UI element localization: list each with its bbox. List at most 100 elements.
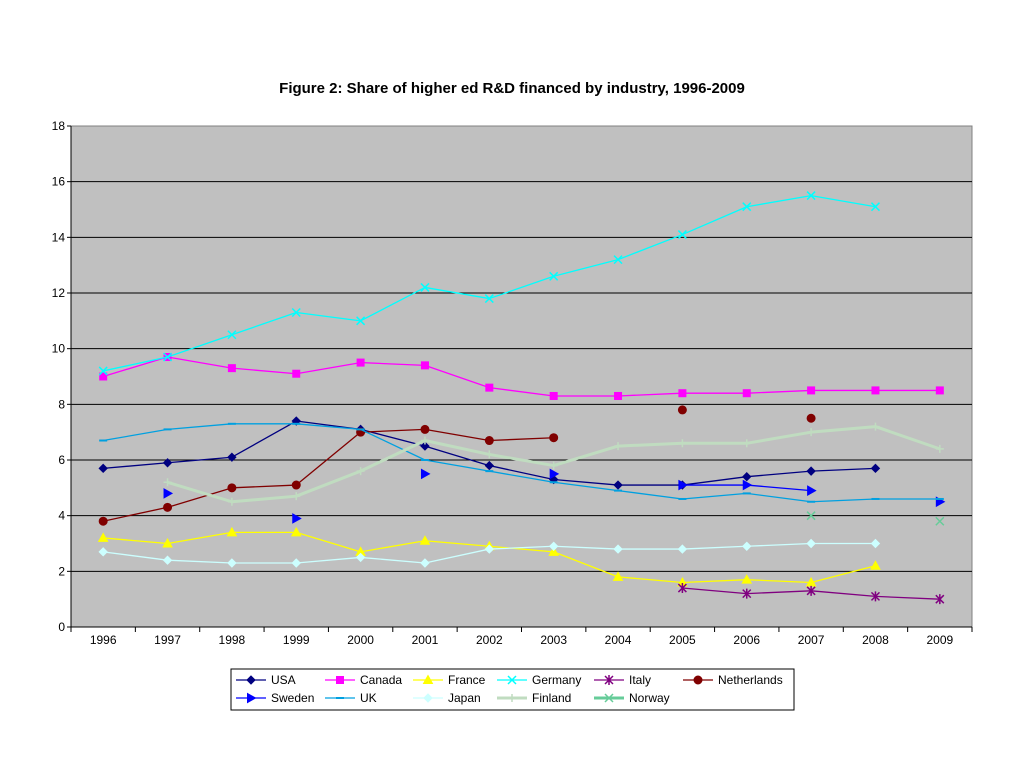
series-line-segment bbox=[103, 462, 168, 469]
series-line-segment bbox=[617, 576, 683, 584]
data-point bbox=[807, 485, 817, 496]
series-line-segment bbox=[489, 464, 554, 481]
data-point bbox=[420, 558, 430, 568]
series-line-segment bbox=[103, 428, 168, 442]
data-point bbox=[227, 497, 236, 506]
data-point bbox=[292, 492, 301, 501]
data-point bbox=[613, 480, 623, 490]
data-point bbox=[484, 436, 494, 446]
legend-item-netherlands: Netherlands bbox=[683, 673, 783, 687]
series-line-segment bbox=[231, 311, 297, 336]
legend-box bbox=[230, 668, 795, 711]
series-line-segment bbox=[746, 579, 812, 584]
series-sweden bbox=[163, 468, 946, 524]
data-point bbox=[742, 439, 751, 448]
series-line-segment bbox=[296, 311, 361, 322]
series-line-segment bbox=[553, 478, 619, 486]
series-line-segment bbox=[746, 542, 812, 547]
x-tick-label: 2003 bbox=[540, 633, 567, 647]
x-axis: 1996 1997 1998 1999 2000 2001 2002 2003 2004 2005… bbox=[70, 626, 973, 647]
legend-swatch-marker bbox=[508, 694, 516, 702]
data-point bbox=[420, 424, 430, 434]
x-tick-label: 2004 bbox=[605, 633, 632, 647]
series-line-segment bbox=[167, 531, 233, 545]
y-tick-label: 4 bbox=[58, 509, 65, 523]
data-point bbox=[935, 444, 944, 453]
data-point bbox=[678, 439, 687, 448]
series-line-segment bbox=[295, 431, 362, 486]
legend-item-finland: Finland bbox=[497, 691, 571, 705]
series-france bbox=[97, 526, 881, 587]
series-line-segment bbox=[553, 258, 619, 277]
data-point bbox=[935, 386, 944, 395]
series-line-segment bbox=[360, 556, 426, 564]
data-point bbox=[549, 461, 558, 470]
series-line-segment bbox=[746, 590, 812, 595]
data-point bbox=[355, 552, 366, 563]
data-point bbox=[870, 591, 880, 602]
series-line-segment bbox=[424, 439, 490, 456]
data-point bbox=[678, 479, 688, 491]
data-point bbox=[420, 282, 430, 292]
x-tick-label: 2002 bbox=[476, 633, 503, 647]
data-point bbox=[292, 513, 302, 524]
series-line-segment bbox=[103, 537, 168, 545]
y-axis: 0 2 4 6 8 10 12 14 16 18 bbox=[52, 119, 72, 634]
legend-swatch-marker bbox=[422, 674, 434, 684]
series-line-segment bbox=[296, 556, 361, 564]
series-line-segment bbox=[553, 481, 619, 492]
x-tick-label: 2008 bbox=[862, 633, 889, 647]
y-tick-label: 6 bbox=[58, 453, 65, 467]
legend: USA Canada France Germany Italy Netherlands Sw… bbox=[230, 668, 795, 711]
data-point bbox=[807, 386, 816, 395]
legend-item-usa: USA bbox=[236, 673, 296, 687]
series-line-segment bbox=[296, 531, 361, 553]
data-point bbox=[807, 428, 816, 437]
data-point bbox=[935, 594, 945, 605]
data-point bbox=[163, 502, 173, 512]
data-point bbox=[678, 389, 687, 398]
data-point bbox=[227, 330, 237, 340]
legend-label: Germany bbox=[532, 673, 581, 687]
data-point bbox=[806, 538, 816, 549]
data-point bbox=[742, 202, 752, 212]
y-tick-label: 12 bbox=[52, 286, 66, 300]
legend-label: Finland bbox=[532, 691, 571, 705]
series-line-segment bbox=[874, 425, 941, 451]
data-point bbox=[677, 544, 688, 554]
data-point bbox=[806, 466, 816, 476]
data-point bbox=[614, 391, 623, 400]
data-point bbox=[871, 422, 880, 431]
series-japan bbox=[98, 538, 881, 568]
series-line-segment bbox=[231, 420, 297, 458]
series-line-segment bbox=[424, 548, 490, 564]
data-point bbox=[484, 460, 495, 471]
data-point bbox=[677, 230, 687, 240]
series-line-segment bbox=[811, 467, 876, 472]
series-line-segment bbox=[167, 480, 233, 504]
data-point bbox=[356, 467, 365, 476]
legend-swatch-marker bbox=[246, 675, 256, 685]
data-point bbox=[742, 389, 751, 398]
data-point bbox=[742, 471, 752, 482]
data-point bbox=[98, 463, 108, 474]
y-tick-label: 10 bbox=[52, 342, 66, 356]
series-line-segment bbox=[360, 428, 425, 433]
data-point bbox=[870, 202, 880, 212]
series-germany bbox=[98, 191, 880, 376]
series-line-segment bbox=[103, 506, 168, 522]
data-point bbox=[806, 511, 816, 521]
series-line-segment bbox=[231, 494, 297, 504]
data-point bbox=[742, 479, 753, 491]
series-line-segment bbox=[682, 579, 747, 584]
series-line-segment bbox=[359, 439, 426, 473]
data-point bbox=[484, 294, 494, 304]
series-line-segment bbox=[746, 389, 812, 394]
legend-swatch-marker bbox=[693, 675, 703, 685]
series-line-segment bbox=[167, 423, 232, 431]
series-line-segment bbox=[167, 456, 232, 464]
series-line-segment bbox=[682, 587, 747, 595]
legend-item-germany: Germany bbox=[497, 673, 581, 687]
data-point bbox=[806, 585, 816, 596]
legend-label: Japan bbox=[448, 691, 481, 705]
